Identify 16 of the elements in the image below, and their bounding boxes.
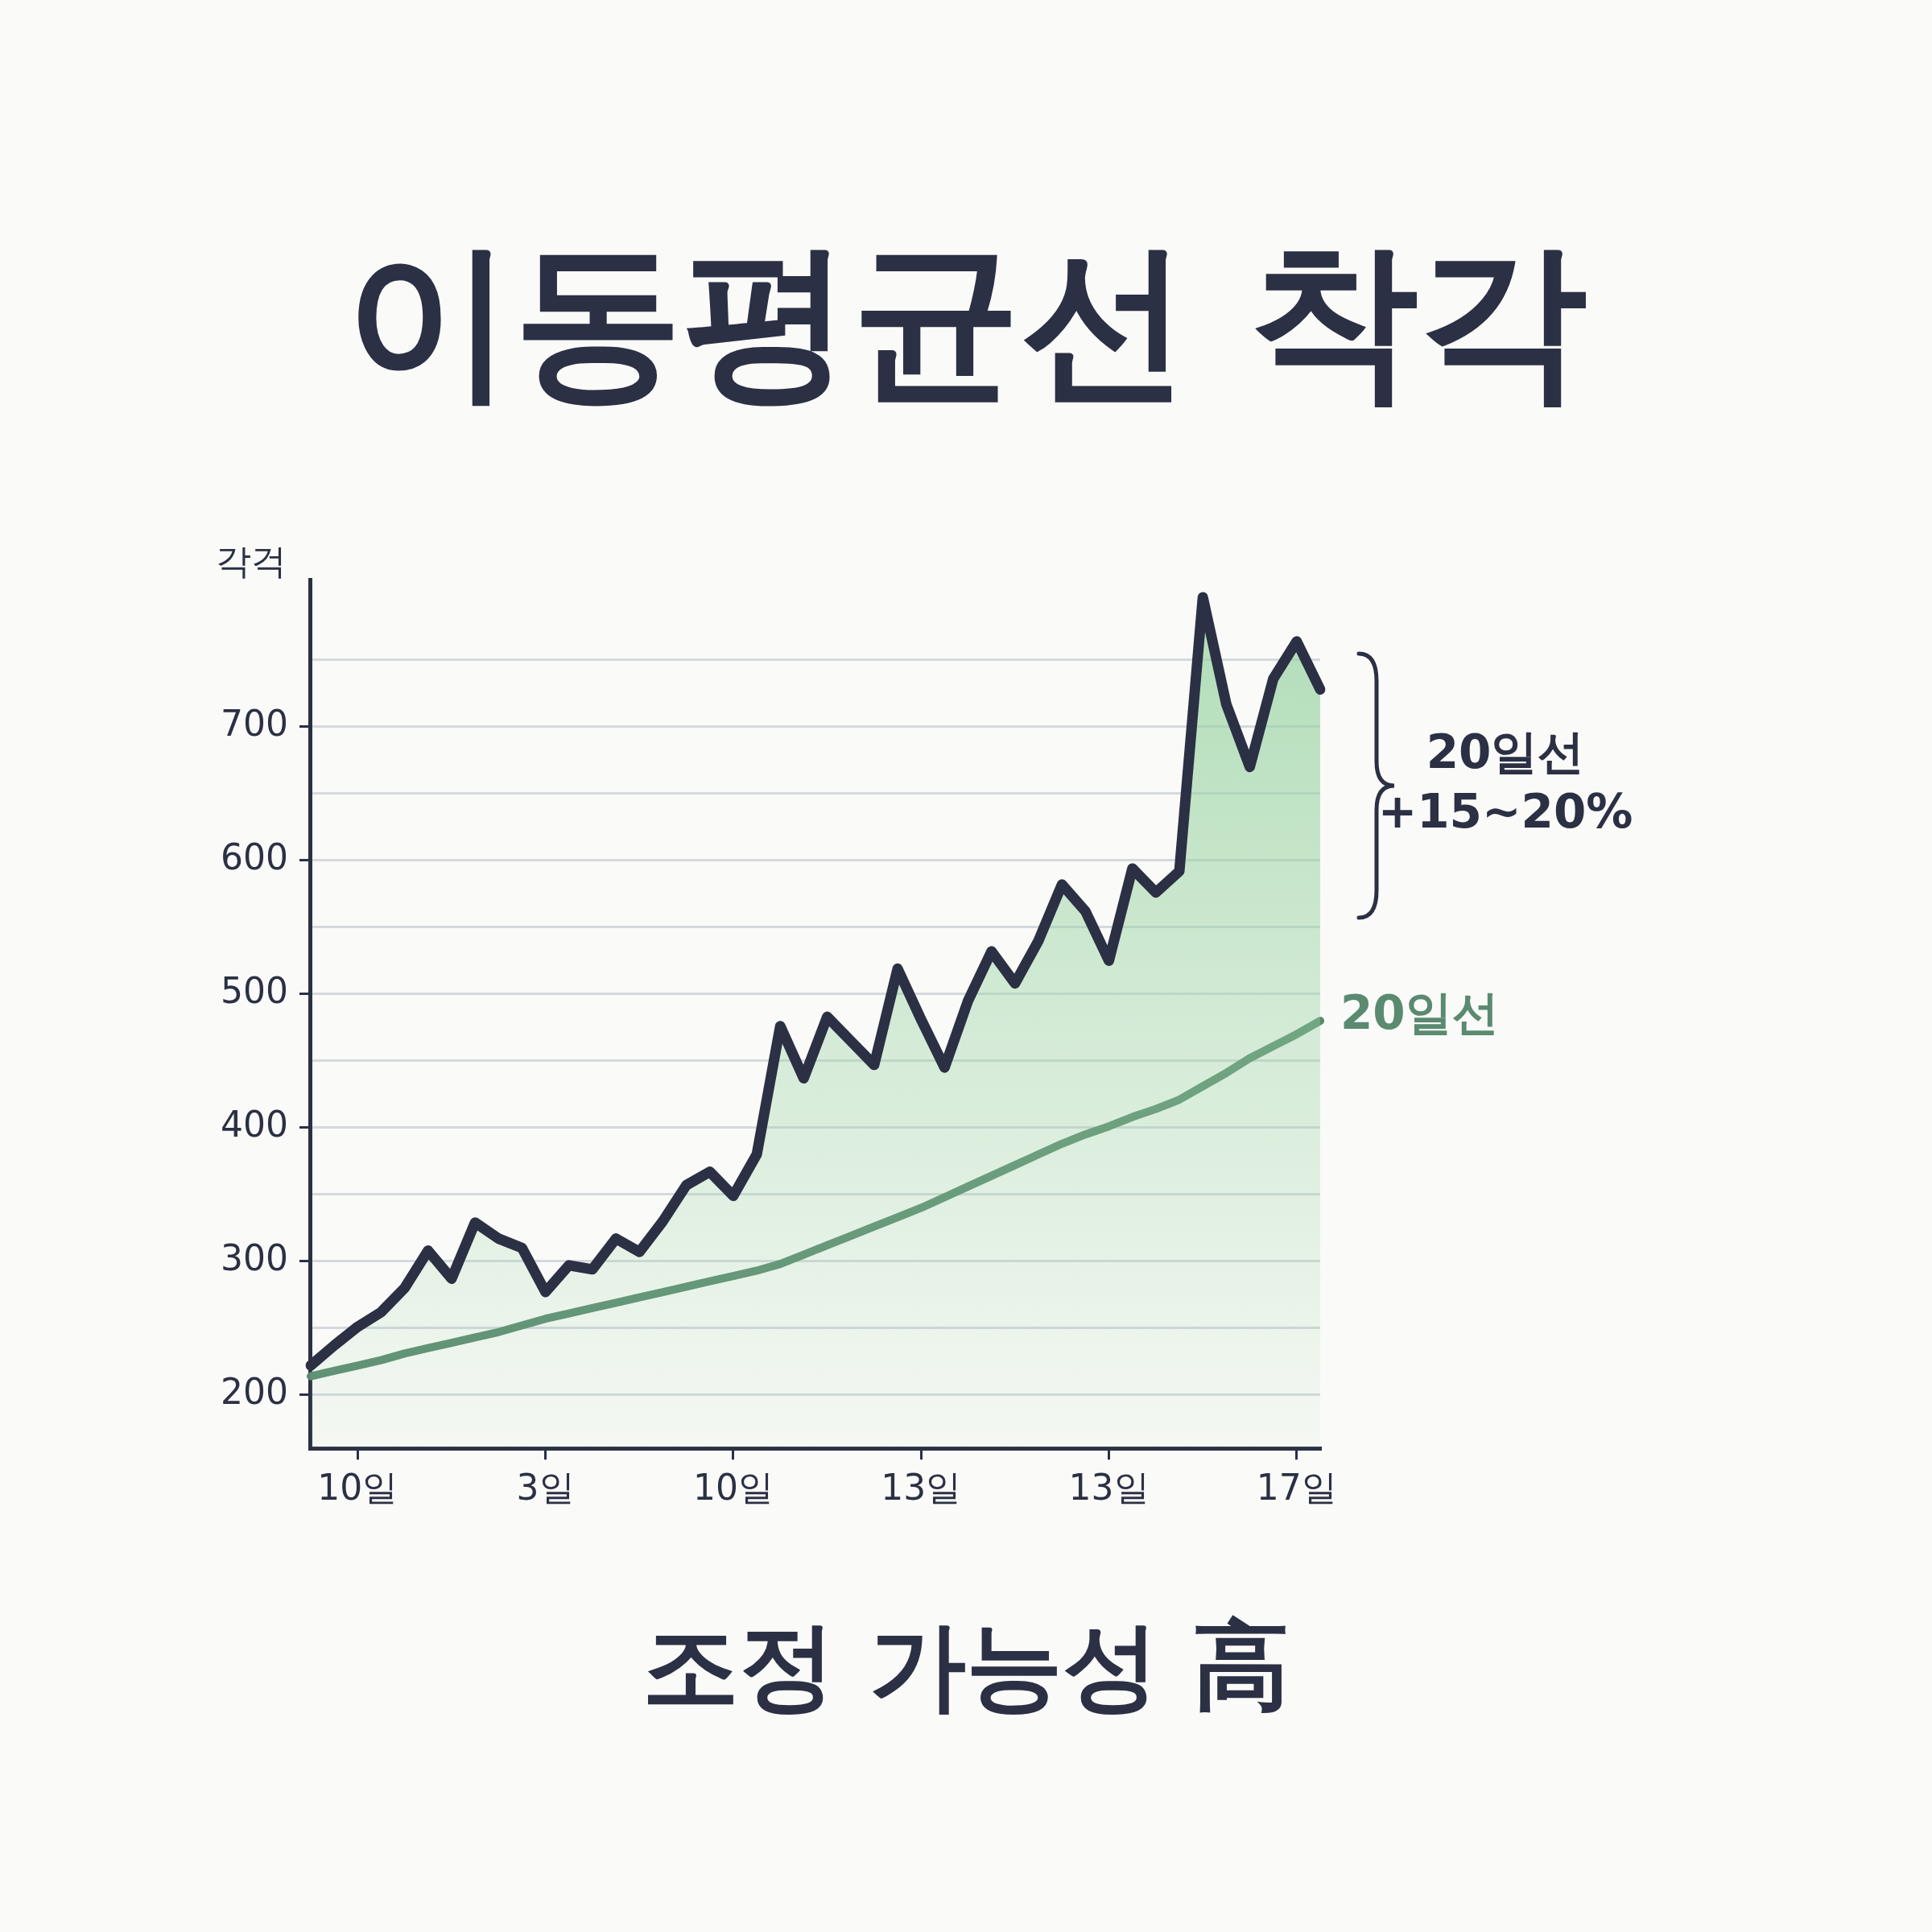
x-tick-label: 13일 [881,1467,962,1509]
chart-title: 이동평균선 착각 [344,221,1588,421]
text: 20일선 +15~20% [1377,724,1633,840]
x-tick-label: 10일 [692,1467,774,1509]
y-tick-label: 500 [221,970,288,1012]
y-tick-label: 400 [221,1104,288,1146]
x-tick-label: 10일 [317,1467,398,1509]
text: 조정 가능성 高 [642,1609,1290,1724]
y-tick-label: 300 [221,1237,288,1279]
x-tick-label: 3일 [516,1467,575,1509]
y-tick-label: 200 [221,1371,288,1413]
y-tick-label: 600 [221,836,288,878]
series-label: 20일선 [1340,985,1499,1041]
y-tick-label: 700 [221,703,288,745]
x-tick-label: 13일 [1068,1467,1150,1509]
x-tick-label: 17일 [1256,1467,1337,1509]
